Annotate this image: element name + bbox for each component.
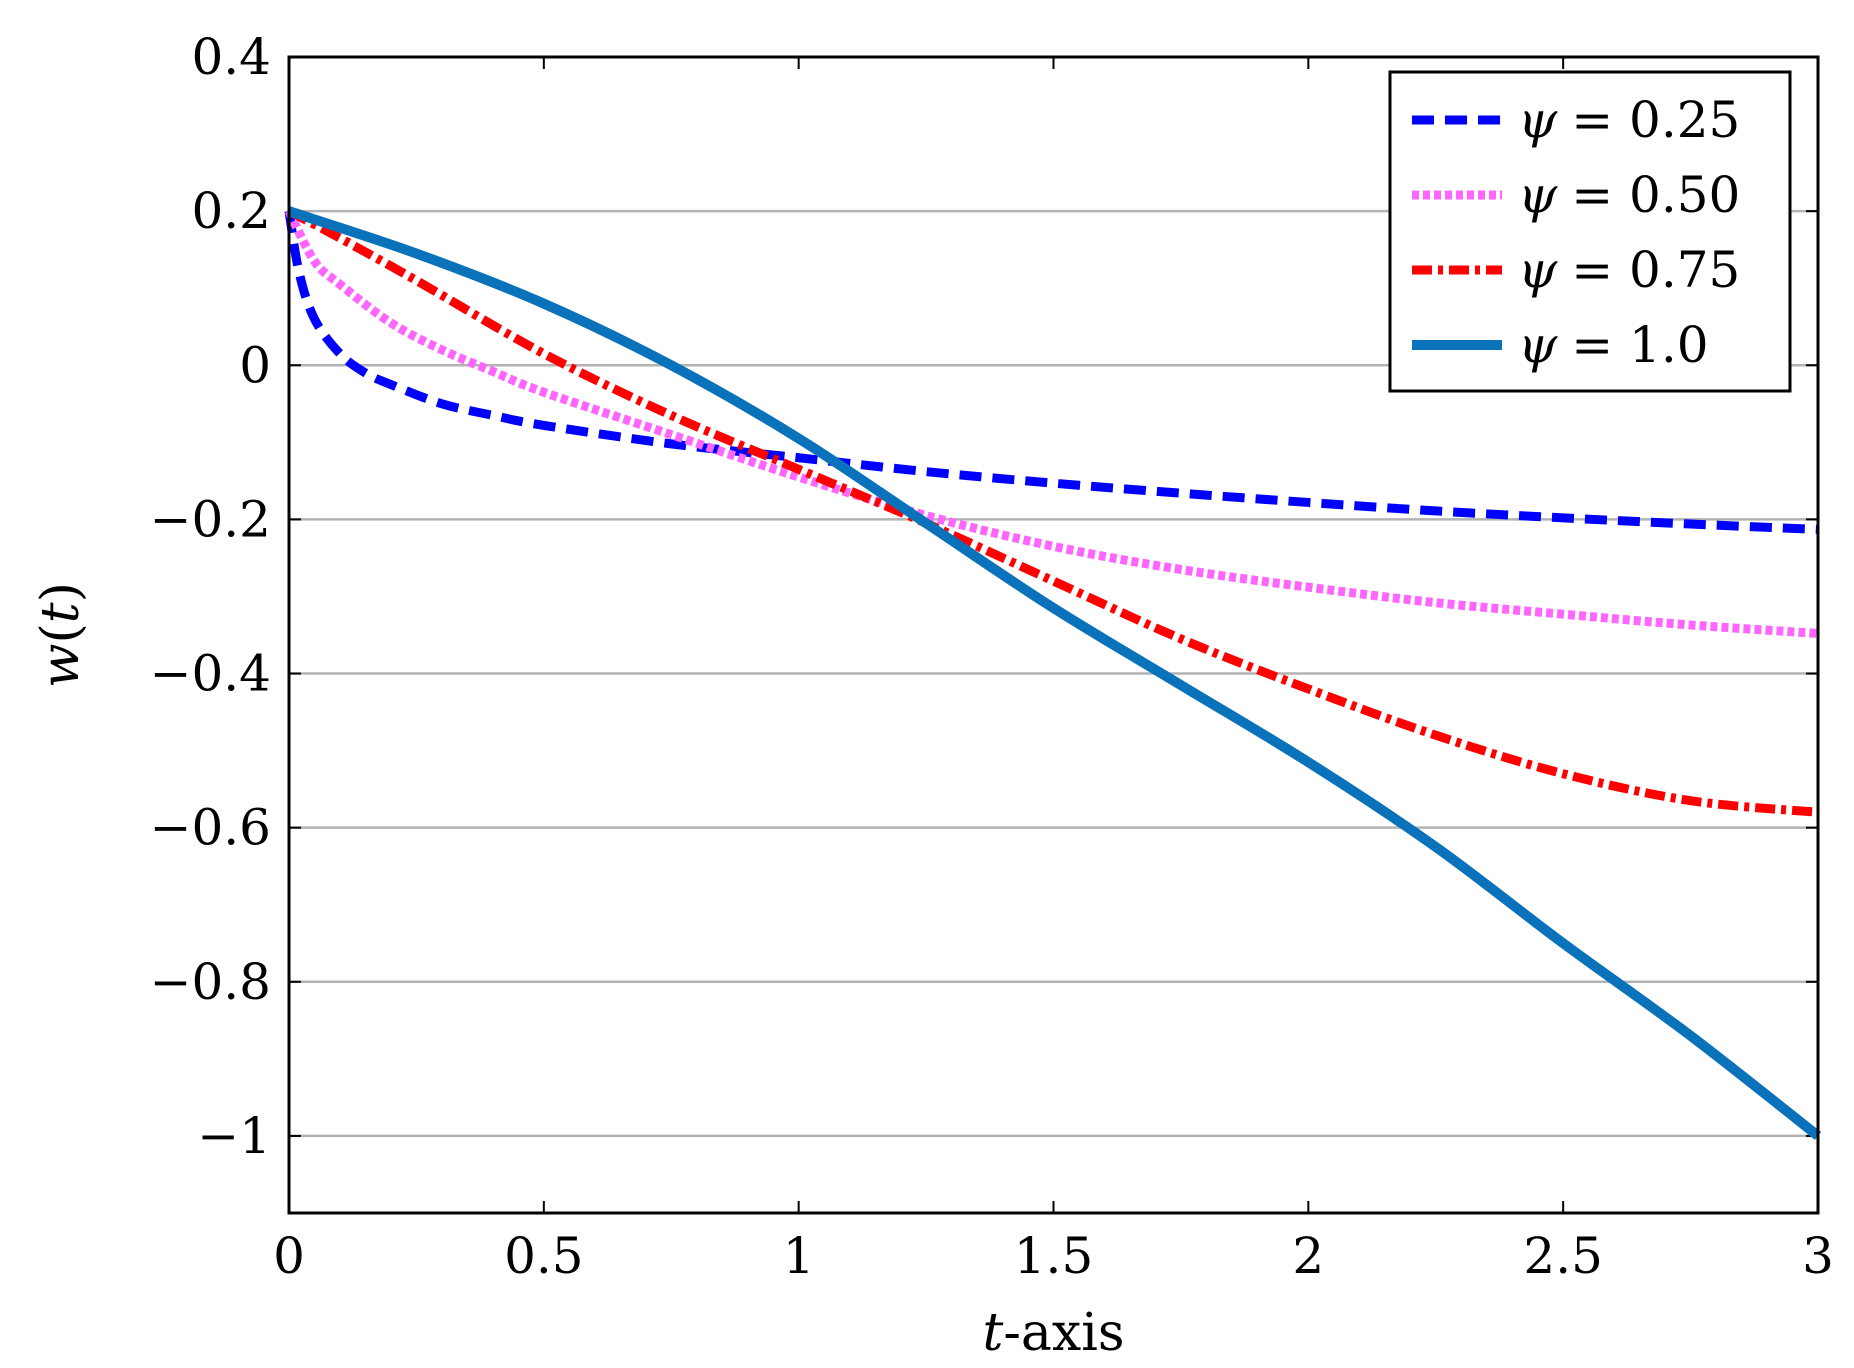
- x-tick-labels: 0 0.5 1 1.5 2 2.5 3: [273, 1227, 1834, 1285]
- grid-lines: [289, 209, 1818, 1138]
- series-line-2: [284, 209, 1819, 638]
- x-tick-label: 2: [1292, 1227, 1324, 1285]
- y-tick-label: 0.4: [191, 28, 271, 86]
- legend-label-4: ψ = 1.0: [1518, 316, 1709, 374]
- legend-value: = 0.25: [1571, 91, 1740, 149]
- data-series: [284, 206, 1822, 1140]
- tick-marks: [288, 56, 1819, 1213]
- x-tick-label: 1: [783, 1227, 815, 1285]
- legend-label-1: ψ = 0.25: [1518, 91, 1740, 149]
- x-tick-label: 0: [273, 1227, 305, 1285]
- legend-value: = 0.75: [1571, 241, 1740, 299]
- y-tick-label: −1: [197, 1107, 271, 1165]
- y-tick-label: −0.4: [150, 645, 271, 703]
- y-tick-labels: −1 −0.8 −0.6 −0.4 −0.2 0 0.2 0.4: [150, 28, 271, 1165]
- legend: ψ = 0.25ψ = 0.50ψ = 0.75ψ = 1.0: [1388, 70, 1792, 393]
- x-axis-suffix: -axis: [1003, 1303, 1124, 1363]
- legend-label-3: ψ = 0.75: [1518, 241, 1740, 299]
- legend-symbol: ψ: [1518, 316, 1558, 374]
- legend-label-2: ψ = 0.50: [1518, 166, 1740, 224]
- x-tick-label: 3: [1802, 1227, 1834, 1285]
- y-axis-title: w(t): [31, 582, 91, 688]
- plot-frame: [287, 55, 1820, 1215]
- y-tick-label: −0.6: [150, 799, 271, 857]
- x-axis-title: t-axis: [982, 1303, 1124, 1363]
- legend-value: = 1.0: [1571, 316, 1708, 374]
- legend-symbol: ψ: [1518, 91, 1558, 149]
- legend-symbol: ψ: [1518, 241, 1558, 299]
- series-line-3: [286, 207, 1819, 817]
- y-axis-func: w: [31, 643, 91, 688]
- x-tick-label: 2.5: [1523, 1227, 1603, 1285]
- x-tick-label: 0.5: [504, 1227, 584, 1285]
- x-tick-label: 1.5: [1014, 1227, 1094, 1285]
- y-tick-label: 0: [239, 336, 271, 394]
- legend-symbol: ψ: [1518, 166, 1558, 224]
- series-line-1: [284, 210, 1819, 534]
- y-axis-var: t: [31, 602, 91, 623]
- y-tick-label: −0.8: [150, 953, 271, 1011]
- y-tick-label: 0.2: [191, 182, 271, 240]
- legend-box: [1388, 70, 1792, 393]
- x-axis-var: t: [982, 1303, 1003, 1363]
- series-line-4: [287, 206, 1822, 1140]
- y-tick-label: −0.2: [150, 490, 271, 548]
- legend-value: = 0.50: [1571, 166, 1740, 224]
